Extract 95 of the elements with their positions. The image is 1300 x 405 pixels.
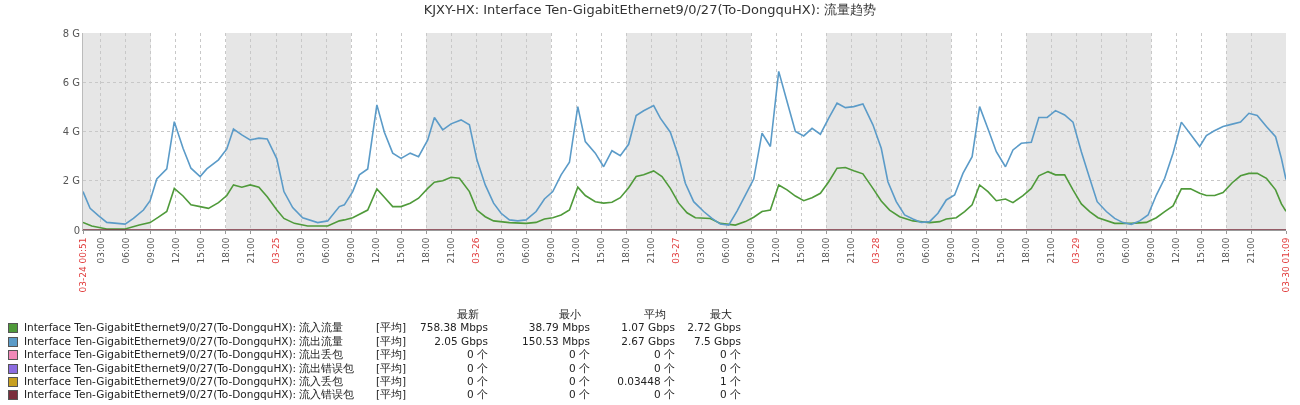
x-tick-label: 15:00: [195, 237, 206, 264]
text: 0 个: [653, 348, 675, 361]
x-tick-label: 21:00: [445, 237, 456, 264]
x-tick-label: 18:00: [621, 237, 632, 264]
legend-label: Interface Ten-GigabitEthernet9/0/27(To-DongquHX): 流出错误包: [24, 361, 355, 375]
x-tick-label: 12:00: [170, 237, 181, 264]
x-tick-label: 21:00: [1046, 237, 1057, 264]
x-tick-label: 09:00: [345, 237, 356, 264]
x-tick-label: 18:00: [220, 237, 231, 264]
x-tick-label: 21:00: [1246, 237, 1257, 264]
text: 0 个: [719, 388, 741, 401]
x-tick-label: 06:00: [320, 237, 331, 264]
x-tick-label: 09:00: [546, 237, 557, 264]
x-tick-label: 03:00: [95, 237, 106, 264]
x-tick-label: 03:00: [295, 237, 306, 264]
text: 2.05 Gbps: [434, 334, 488, 347]
text: 0 个: [719, 348, 741, 361]
text: 0 个: [568, 361, 590, 374]
text: [平均]: [376, 334, 407, 349]
x-tick-label: 06:00: [721, 237, 732, 264]
text: 0 个: [466, 361, 488, 374]
x-tick-label: 21:00: [646, 237, 657, 264]
chart-title: KJXY-HX: Interface Ten-GigabitEthernet9/0/27(To-DongquHX): 流量趋势: [423, 1, 877, 17]
y-tick-label: 8 G: [62, 27, 80, 39]
y-tick-label: 0: [73, 224, 80, 236]
text: 最大: [709, 308, 733, 322]
text: 758.38 Mbps: [420, 321, 488, 334]
text: 38.79 Mbps: [528, 321, 590, 334]
x-tick-label: 18:00: [1221, 237, 1232, 264]
text: 1 个: [719, 374, 741, 387]
x-tick-label: 15:00: [596, 237, 607, 264]
x-tick-label: 03-28: [871, 237, 882, 264]
x-tick-label: 06:00: [521, 237, 532, 264]
x-tick-label: 03-26: [471, 237, 481, 264]
text: 7.5 Gbps: [694, 334, 741, 347]
x-tick-label: 03-24 00:51: [77, 237, 88, 293]
x-tick-label: 12:00: [971, 237, 982, 264]
text: 1.07 Gbps: [621, 321, 675, 334]
x-tick-label: 03:00: [896, 237, 907, 264]
y-tick-label: 2 G: [62, 175, 80, 187]
text: 0 个: [466, 348, 488, 361]
x-tick-label: 03-27: [671, 237, 682, 264]
text: 0 个: [719, 361, 741, 374]
text: 0 个: [466, 374, 488, 387]
x-tick-label: 09:00: [946, 237, 957, 264]
x-tick-label: 09:00: [1146, 237, 1157, 264]
text: [平均]: [376, 361, 407, 375]
x-tick-label: 21:00: [245, 237, 256, 264]
x-tick-label: 12:00: [370, 237, 381, 264]
x-tick-label: 18:00: [821, 237, 832, 264]
x-tick-label: 03-25: [270, 237, 281, 264]
x-tick-label: 03-29: [1071, 237, 1082, 264]
text: 最新: [456, 308, 480, 322]
text: 平均: [643, 308, 667, 322]
text: 0 个: [653, 388, 675, 401]
x-tick-label: 06:00: [921, 237, 932, 264]
legend-label: Interface Ten-GigabitEthernet9/0/27(To-DongquHX): 流入错误包: [24, 388, 355, 402]
text: 0 个: [568, 374, 590, 387]
text: [平均]: [376, 374, 407, 389]
x-tick-label: 18:00: [1021, 237, 1032, 264]
text: 150.53 Mbps: [522, 334, 590, 347]
x-tick-label: 21:00: [846, 237, 857, 264]
text: 0 个: [568, 348, 590, 361]
x-tick-label: 12:00: [771, 237, 782, 264]
text: 0 个: [653, 361, 675, 374]
x-tick-label: 12:00: [1171, 237, 1182, 264]
x-tick-label: 09:00: [145, 237, 156, 264]
x-tick-label: 15:00: [996, 237, 1007, 264]
x-tick-label: 06:00: [1121, 237, 1132, 264]
text: [平均]: [376, 388, 407, 402]
x-tick-label: 03:00: [1096, 237, 1107, 264]
x-tick-label: 09:00: [746, 237, 757, 264]
text: 0 个: [568, 388, 590, 401]
text: 0 个: [466, 388, 488, 401]
text: [平均]: [376, 321, 407, 335]
text: 0.03448 个: [617, 374, 675, 387]
x-tick-label: 03-30 01:09: [1280, 237, 1291, 293]
x-tick-label: 03:00: [496, 237, 507, 264]
x-tick-label: 18:00: [420, 237, 431, 264]
text: [平均]: [376, 348, 407, 362]
x-tick-label: 06:00: [120, 237, 131, 264]
x-tick-label: 03:00: [696, 237, 707, 264]
legend-label: Interface Ten-GigabitEthernet9/0/27(To-DongquHX): 流入丢包: [24, 374, 344, 389]
y-tick-label: 4 G: [62, 126, 80, 137]
x-tick-label: 15:00: [1196, 237, 1207, 264]
text: 最小: [558, 308, 582, 322]
legend-label: Interface Ten-GigabitEthernet9/0/27(To-DongquHX): 流入流量: [24, 321, 344, 335]
text: 2.72 Gbps: [687, 321, 741, 334]
x-tick-label: 15:00: [796, 237, 807, 264]
legend-label: Interface Ten-GigabitEthernet9/0/27(To-DongquHX): 流出流量: [24, 334, 344, 349]
x-tick-label: 12:00: [571, 237, 582, 264]
y-tick-label: 6 G: [62, 76, 80, 88]
x-tick-label: 15:00: [395, 237, 406, 264]
text: 2.67 Gbps: [621, 334, 675, 347]
legend-label: Interface Ten-GigabitEthernet9/0/27(To-DongquHX): 流出丢包: [24, 348, 344, 362]
